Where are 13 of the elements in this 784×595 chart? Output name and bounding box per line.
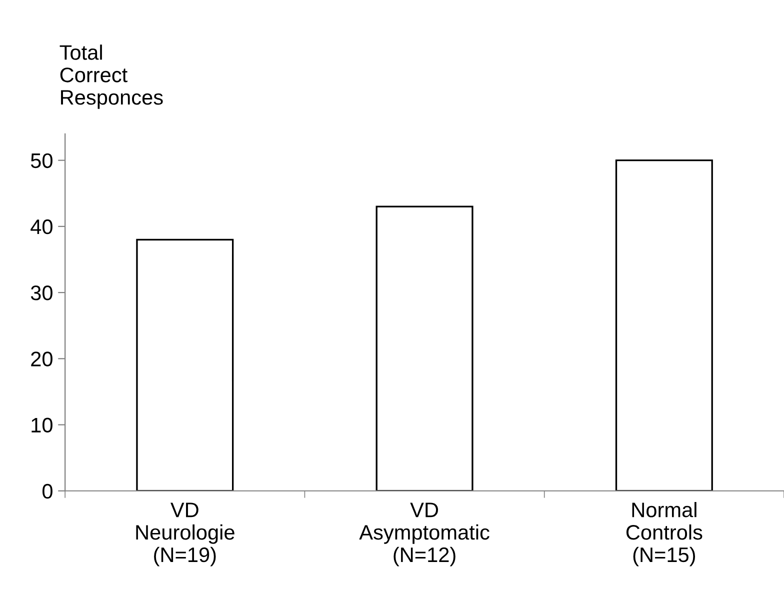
y-tick-label: 40 [30, 219, 52, 234]
y-axis-title: Total Correct Responces [60, 44, 163, 109]
y-tick-label: 20 [31, 352, 52, 366]
y-tick-label: 50 [30, 153, 52, 168]
bar [136, 238, 234, 491]
y-tick-label: 30 [30, 286, 52, 300]
x-tick-label: VD Asymptomatic (N=12) [359, 502, 490, 566]
bar [615, 159, 713, 491]
y-tick-label: 10 [32, 418, 52, 433]
x-tick-label: Normal Controls (N=15) [626, 502, 702, 566]
bar [376, 206, 474, 491]
y-tick-label: 0 [42, 484, 52, 499]
x-tick-label: VD Neurologie (N=19) [136, 502, 234, 566]
